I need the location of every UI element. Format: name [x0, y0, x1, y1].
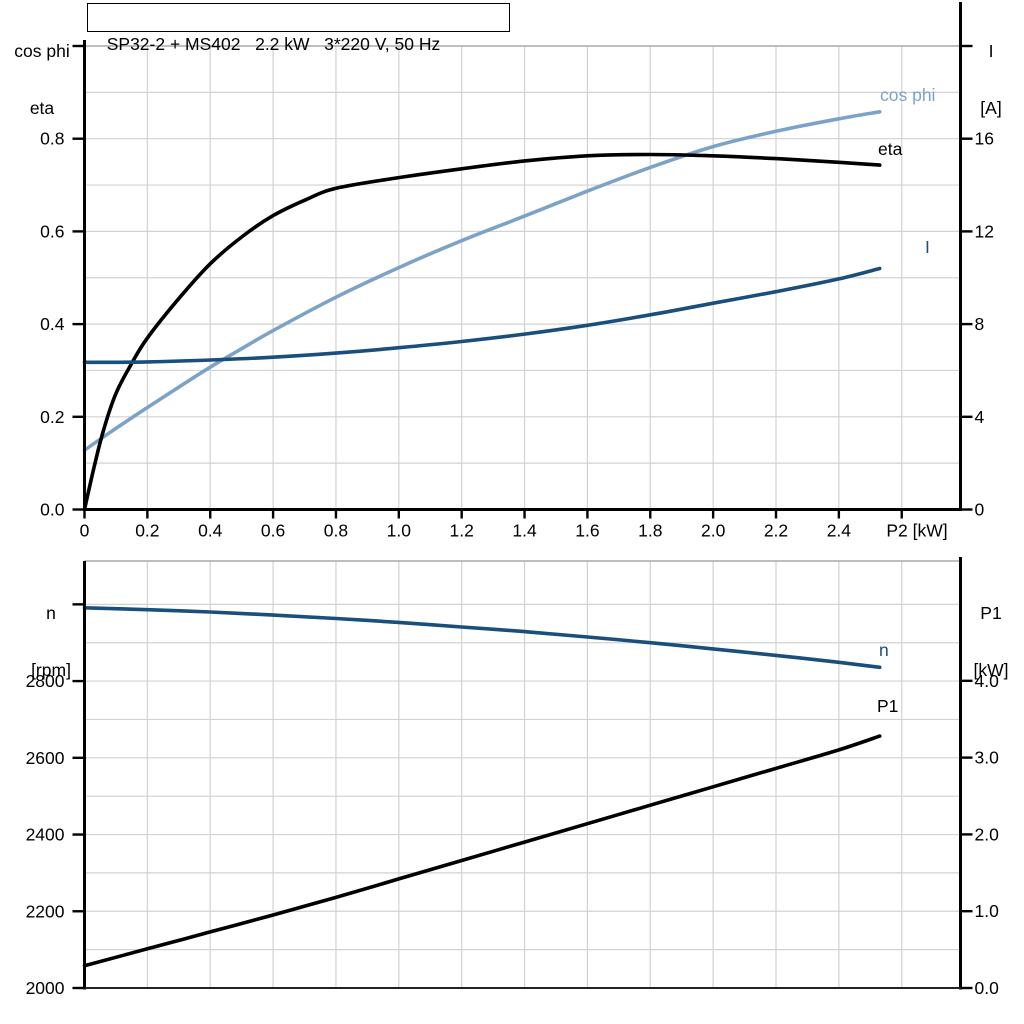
right-tick-label: 12 — [975, 221, 994, 241]
left-tick-label: 2400 — [26, 825, 65, 845]
right-tick-label: 2.0 — [975, 824, 1000, 844]
bottom-left-axis-title: n [rpm] — [14, 566, 88, 699]
cos_phi-curve — [82, 110, 882, 452]
x-tick-label: 0.8 — [324, 521, 348, 541]
top-left-axis-title: cos phi eta — [2, 4, 82, 137]
p1-axis-title-line2: [kW] — [973, 660, 1009, 680]
chart-title: SP32-2 + MS402 2.2 kW 3*220 V, 50 Hz — [106, 34, 441, 54]
eta-curve-label: eta — [878, 139, 903, 159]
x-tick-label: 1.6 — [575, 521, 599, 541]
eta-curve — [82, 152, 882, 512]
speed-curve — [82, 606, 882, 670]
x-tick-label: 1.8 — [638, 521, 662, 541]
p1-curve — [82, 734, 882, 968]
right-axis-title-line1: I — [988, 41, 994, 61]
right-tick-label: 0.0 — [975, 978, 1000, 998]
x-tick-label: 0.2 — [135, 521, 159, 541]
p1-axis-title-line1: P1 — [980, 603, 1002, 623]
current-curve — [82, 266, 882, 365]
x-tick-label: 1.2 — [450, 521, 474, 541]
speed-axis-title-line1: n — [46, 603, 56, 623]
x-tick-label: 0.6 — [261, 521, 285, 541]
cos-phi-curve-label: cos phi — [880, 85, 936, 105]
x-tick-label: 2.4 — [827, 521, 852, 541]
right-tick-label: 16 — [975, 129, 994, 149]
right-tick-label: 4.0 — [975, 671, 1000, 691]
left-axis-title-line1: cos phi — [14, 41, 70, 61]
left-tick-label: 0.2 — [40, 407, 64, 427]
right-tick-label: 3.0 — [975, 748, 1000, 768]
left-tick-label: 0.0 — [40, 500, 65, 520]
x-tick-label: 1.0 — [387, 521, 412, 541]
right-axis-title-line2: [A] — [980, 98, 1002, 118]
x-axis-title: P2 [kW] — [886, 521, 947, 541]
right-tick-label: 4 — [975, 407, 985, 427]
bottom-right-axis-title: P1 [kW] — [960, 566, 1022, 699]
left-tick-label: 2200 — [26, 901, 65, 921]
x-tick-label: 1.4 — [512, 521, 537, 541]
left-tick-label: 2000 — [26, 978, 65, 998]
left-axis-title-line2: eta — [29, 98, 55, 118]
left-tick-label: 0.6 — [40, 221, 64, 241]
p1-curve-label: P1 — [877, 696, 899, 716]
left-tick-label: 0.4 — [40, 314, 65, 334]
left-tick-label: 2800 — [26, 671, 65, 691]
current-curve-label: I — [925, 237, 930, 257]
speed-curve-label: n — [879, 640, 889, 660]
x-tick-label: 0.4 — [198, 521, 223, 541]
top-right-axis-title: I [A] — [962, 4, 1020, 137]
right-tick-label: 1.0 — [975, 901, 1000, 921]
x-tick-label: 2.2 — [764, 521, 788, 541]
right-tick-label: 0 — [975, 500, 985, 520]
chart-title-box: SP32-2 + MS402 2.2 kW 3*220 V, 50 Hz — [87, 3, 510, 54]
left-tick-label: 2600 — [26, 748, 65, 768]
left-tick-label: 0.8 — [40, 129, 64, 149]
x-tick-label: 0 — [80, 521, 90, 541]
speed-axis-title-line2: [rpm] — [31, 660, 71, 680]
x-tick-label: 2.0 — [701, 521, 726, 541]
right-tick-label: 8 — [975, 314, 985, 334]
